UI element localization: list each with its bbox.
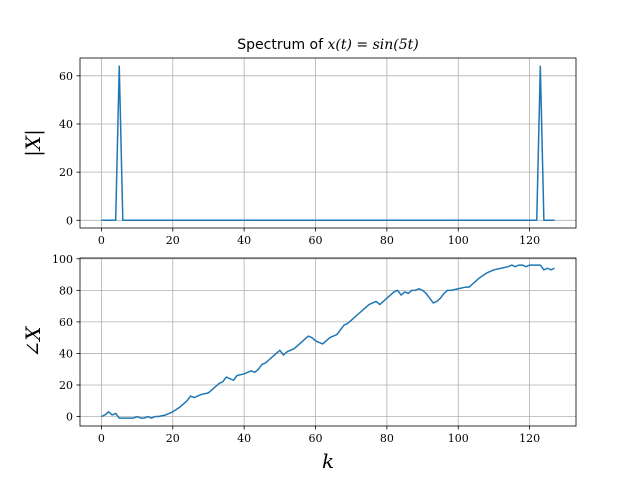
x-tick-label: 60	[309, 234, 323, 247]
x-axis-label: k	[322, 449, 334, 473]
y-tick-label: 0	[66, 411, 73, 424]
x-tick-label: 120	[519, 234, 540, 247]
y-tick-label: 20	[59, 379, 73, 392]
series-line	[101, 65, 555, 222]
y-tick-label: 100	[52, 253, 73, 266]
x-tick-label: 120	[519, 432, 540, 445]
y-tick-label: 60	[59, 316, 73, 329]
chart-title-formula: x(t) = sin(5t)	[328, 37, 419, 53]
x-tick-label: 100	[448, 234, 469, 247]
x-tick-label: 100	[448, 432, 469, 445]
x-tick-label: 0	[98, 432, 105, 445]
x-tick-label: 20	[166, 432, 180, 445]
x-tick-label: 80	[380, 234, 394, 247]
y-axis-label: ∠X	[21, 326, 45, 358]
x-tick-label: 0	[98, 234, 105, 247]
y-tick-label: 40	[59, 347, 73, 360]
magnitude-plot: 0 20 40 60 80 100 120 0 20 40 60 |X| Spectrum of x(t…	[21, 37, 577, 247]
series-line	[101, 264, 555, 419]
x-tick-label: 60	[309, 432, 323, 445]
chart-title: Spectrum of x(t) = sin(5t)	[237, 37, 418, 53]
x-tick-label: 40	[237, 234, 251, 247]
x-tick-label: 80	[380, 432, 394, 445]
axes-frame	[79, 57, 577, 229]
axes-frame	[79, 257, 577, 427]
x-tick-label: 20	[166, 234, 180, 247]
phase-plot: 0 20 40 60 80 100 120 0 20 40 60 80 100 ∠X k	[21, 253, 577, 473]
y-tick-label: 60	[59, 70, 73, 83]
y-tick-label: 20	[59, 166, 73, 179]
y-tick-label: 40	[59, 118, 73, 131]
y-axis-label: |X|	[21, 129, 46, 157]
chart-title-prefix: Spectrum of	[237, 37, 327, 53]
x-tick-label: 40	[237, 432, 251, 445]
y-tick-label: 80	[59, 284, 73, 297]
y-tick-label: 0	[66, 214, 73, 227]
